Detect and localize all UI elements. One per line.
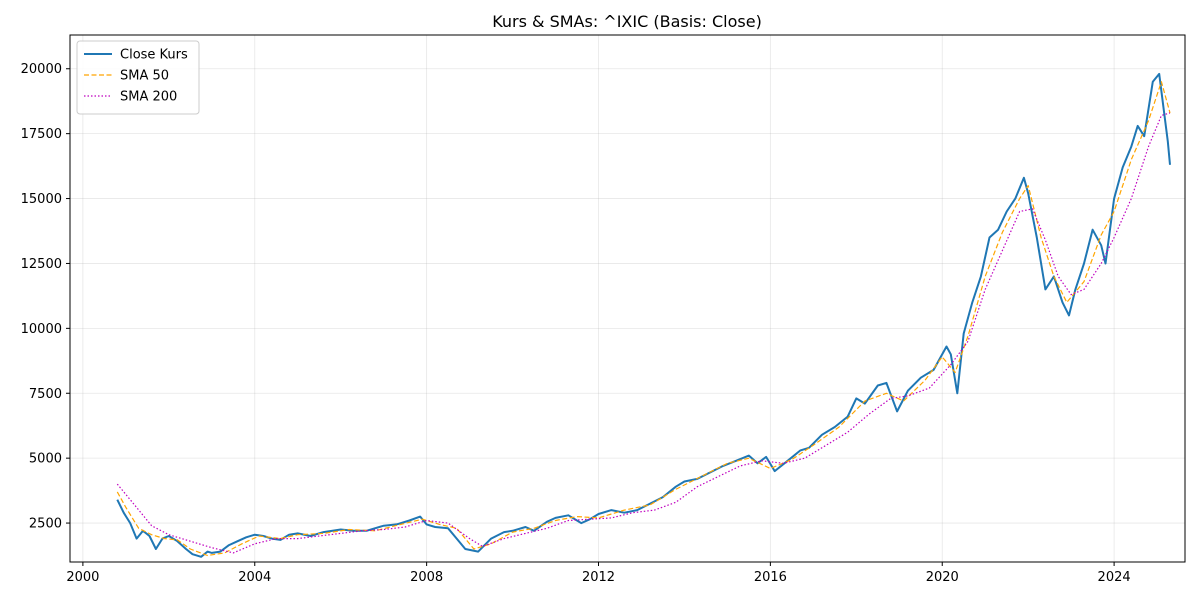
series-line-2 — [116, 112, 1171, 554]
y-tick-label: 17500 — [21, 127, 62, 142]
axes-frame — [69, 34, 1186, 563]
y-tick-label: 20000 — [21, 62, 62, 77]
axes: 2000 2004 2008 2012 2016 2020 2024 2500 5000 7500… — [21, 34, 1186, 585]
y-tick-label: 5000 — [29, 452, 62, 467]
legend-box — [76, 40, 200, 115]
series-lines — [116, 72, 1171, 558]
legend: Close Kurs SMA 50 SMA 200 — [76, 40, 200, 115]
x-tick-label: 2016 — [754, 570, 787, 585]
legend-label-2: SMA 200 — [120, 90, 177, 105]
x-tick-label: 2020 — [926, 570, 959, 585]
legend-label-1: SMA 50 — [120, 69, 169, 84]
chart-title: Kurs & SMAs: ^IXIC (Basis: Close) — [492, 12, 762, 31]
y-tick-label: 15000 — [21, 192, 62, 207]
x-tick-label: 2012 — [582, 570, 615, 585]
y-tick-label: 10000 — [21, 322, 62, 337]
x-tick-label: 2000 — [66, 570, 99, 585]
legend-label-0: Close Kurs — [120, 48, 188, 63]
y-tick-label: 7500 — [29, 387, 62, 402]
y-tick-label: 12500 — [21, 257, 62, 272]
y-tick-label: 2500 — [29, 517, 62, 532]
x-tick-label: 2024 — [1098, 570, 1131, 585]
grid — [70, 35, 1185, 562]
x-tick-label: 2008 — [410, 570, 443, 585]
x-tick-label: 2004 — [238, 570, 271, 585]
series-line-0 — [116, 72, 1171, 558]
